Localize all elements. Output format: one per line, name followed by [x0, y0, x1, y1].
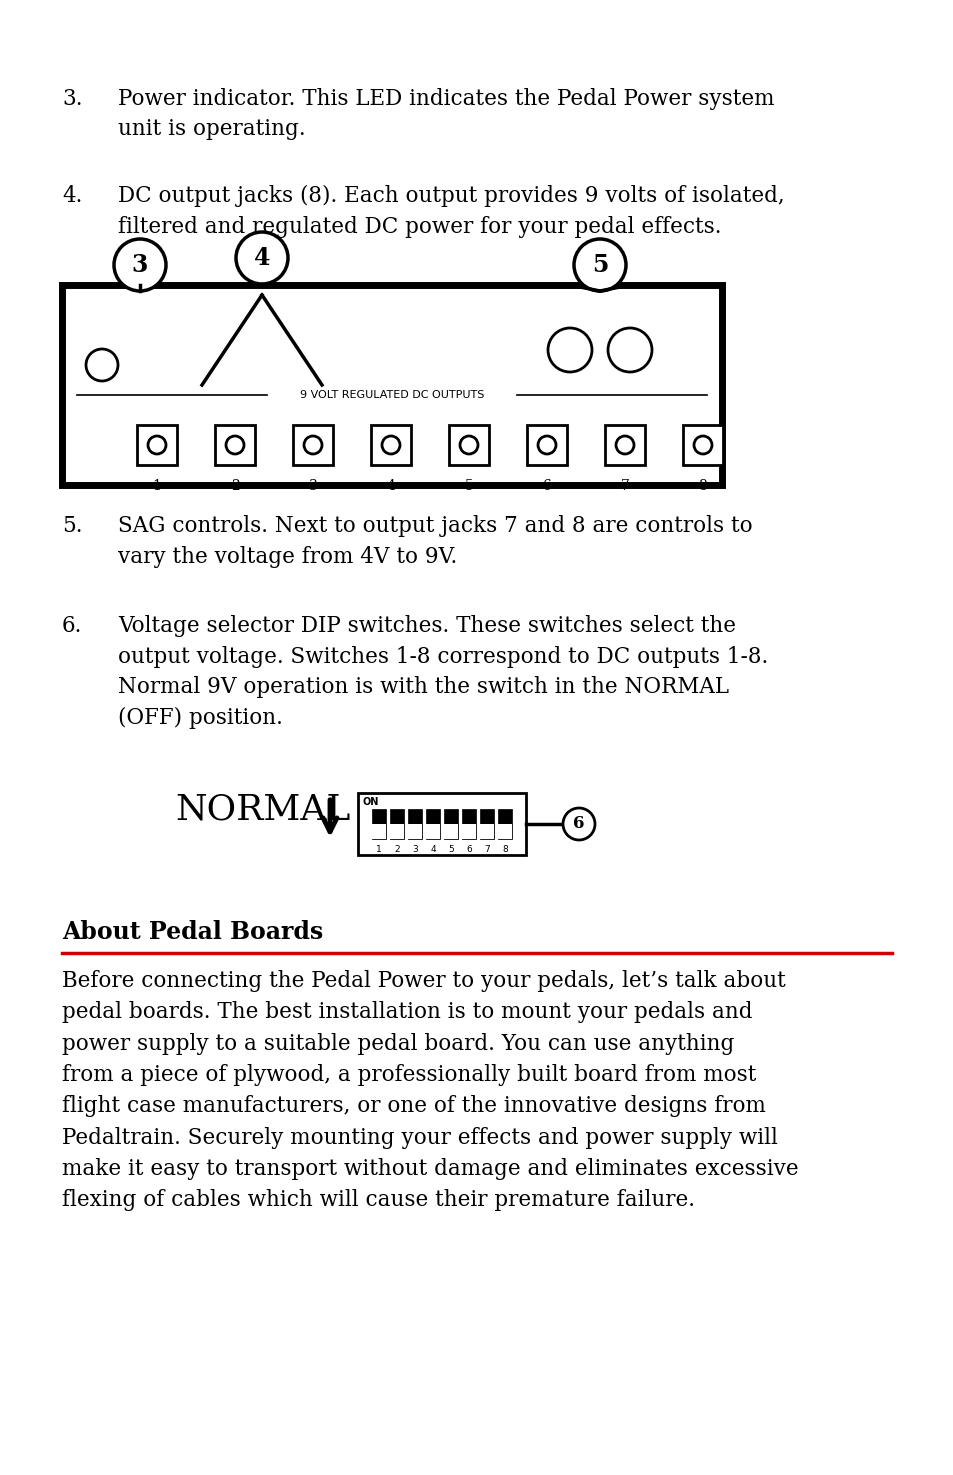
- Bar: [408, 825, 421, 839]
- Bar: [479, 808, 494, 839]
- Circle shape: [459, 437, 477, 454]
- Bar: [372, 825, 386, 839]
- Circle shape: [86, 350, 118, 381]
- Text: 5: 5: [591, 254, 608, 277]
- Bar: [461, 808, 476, 839]
- Bar: [408, 808, 421, 839]
- Text: 1: 1: [375, 845, 381, 854]
- Circle shape: [693, 437, 711, 454]
- Circle shape: [381, 437, 399, 454]
- Text: 4: 4: [430, 845, 436, 854]
- Bar: [390, 808, 403, 839]
- Text: 5.: 5.: [62, 515, 82, 537]
- Text: Voltage selector DIP switches. These switches select the
output voltage. Switche: Voltage selector DIP switches. These swi…: [118, 615, 767, 729]
- Text: Power indicator. This LED indicates the Pedal Power system
unit is operating.: Power indicator. This LED indicates the …: [118, 88, 774, 140]
- Circle shape: [537, 437, 556, 454]
- Text: 3: 3: [309, 479, 317, 493]
- Bar: [426, 808, 439, 839]
- Bar: [62, 285, 721, 485]
- Text: 8: 8: [698, 479, 706, 493]
- Text: Before connecting the Pedal Power to your pedals, let’s talk about
pedal boards.: Before connecting the Pedal Power to you…: [62, 971, 798, 1211]
- Text: 8: 8: [501, 845, 507, 854]
- Circle shape: [148, 437, 166, 454]
- Bar: [682, 425, 722, 465]
- Bar: [443, 808, 457, 839]
- Bar: [479, 825, 494, 839]
- Circle shape: [616, 437, 634, 454]
- Bar: [526, 425, 566, 465]
- Bar: [449, 425, 489, 465]
- Text: 9 VOLT REGULATED DC OUTPUTS: 9 VOLT REGULATED DC OUTPUTS: [299, 389, 484, 400]
- Text: 3: 3: [412, 845, 417, 854]
- Text: 5: 5: [464, 479, 473, 493]
- Text: 3: 3: [132, 254, 148, 277]
- Text: 1: 1: [152, 479, 161, 493]
- Circle shape: [574, 239, 625, 291]
- Circle shape: [562, 808, 595, 839]
- Bar: [497, 808, 512, 839]
- Bar: [426, 825, 439, 839]
- Text: SAG controls. Next to output jacks 7 and 8 are controls to
vary the voltage from: SAG controls. Next to output jacks 7 and…: [118, 515, 752, 568]
- Text: 6: 6: [573, 816, 584, 832]
- Bar: [461, 825, 476, 839]
- Circle shape: [547, 327, 592, 372]
- Text: 2: 2: [231, 479, 239, 493]
- Circle shape: [226, 437, 244, 454]
- Text: 5: 5: [448, 845, 454, 854]
- Text: 4: 4: [253, 246, 270, 270]
- Text: 6.: 6.: [62, 615, 82, 637]
- Circle shape: [607, 327, 651, 372]
- Bar: [372, 808, 386, 839]
- Bar: [371, 425, 411, 465]
- Text: DC output jacks (8). Each output provides 9 volts of isolated,
filtered and regu: DC output jacks (8). Each output provide…: [118, 184, 783, 237]
- Bar: [604, 425, 644, 465]
- Text: 4: 4: [386, 479, 395, 493]
- Bar: [390, 825, 403, 839]
- Circle shape: [235, 232, 288, 285]
- Text: About Pedal Boards: About Pedal Boards: [62, 920, 323, 944]
- Text: 3.: 3.: [62, 88, 82, 111]
- Text: 6: 6: [542, 479, 551, 493]
- Text: 7: 7: [619, 479, 629, 493]
- Text: 6: 6: [466, 845, 472, 854]
- Circle shape: [113, 239, 166, 291]
- Bar: [443, 825, 457, 839]
- Text: 4.: 4.: [62, 184, 82, 207]
- Bar: [293, 425, 333, 465]
- Bar: [214, 425, 254, 465]
- Text: 2: 2: [394, 845, 399, 854]
- Bar: [497, 825, 512, 839]
- Circle shape: [304, 437, 322, 454]
- Bar: [357, 794, 525, 856]
- Text: NORMAL: NORMAL: [174, 794, 350, 827]
- Bar: [137, 425, 177, 465]
- Text: ON: ON: [363, 796, 379, 807]
- Text: 7: 7: [483, 845, 489, 854]
